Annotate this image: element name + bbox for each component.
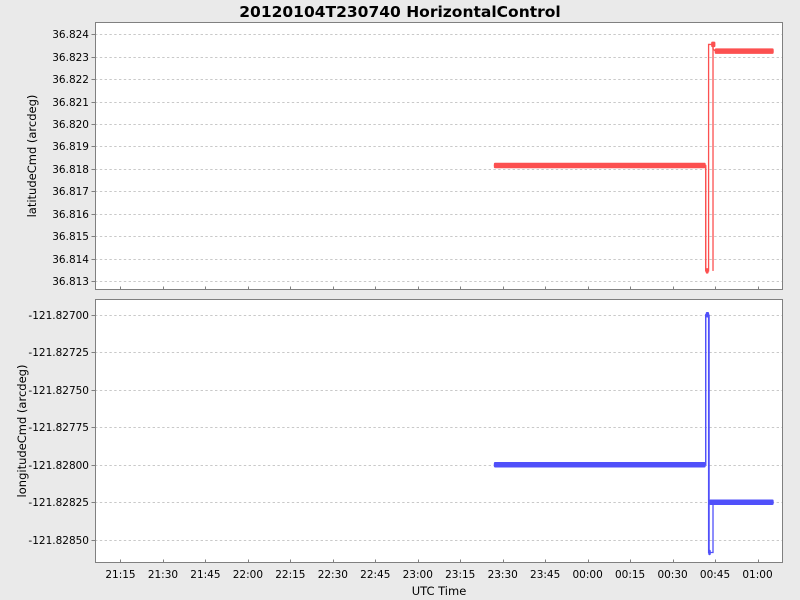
chart-title: 20120104T230740 HorizontalControl [239,3,561,21]
x-tick-label: 23:15 [445,569,475,581]
y-tick-label: 36.821 [52,97,89,109]
y-tick-label: -121.82800 [28,460,89,472]
y-tick-label: -121.82700 [28,310,89,322]
y-tick-label: -121.82750 [28,385,89,397]
series-segment [708,549,711,556]
x-tick-label: 00:30 [657,569,687,581]
x-tick-label: 21:45 [190,569,220,581]
x-axis-label: UTC Time [412,584,467,598]
plot-border [95,299,783,563]
y-tick-label: -121.82825 [28,497,89,509]
series-segment [493,162,706,169]
x-tick-label: 21:30 [148,569,178,581]
x-tick-label: 00:15 [615,569,645,581]
y-axis-label: longitudeCmd (arcdeg) [15,365,29,498]
y-tick-label: 36.814 [52,254,89,266]
y-tick-label: 36.819 [52,141,89,153]
series-segment [712,44,714,271]
x-tick-label: 22:15 [275,569,305,581]
series-segment [705,314,707,465]
x-tick-label: 00:00 [573,569,603,581]
panel-longitude: -121.82700 -121.82725 -121.82750 -121.82775… [15,299,783,563]
y-tick-label: 36.818 [52,164,89,176]
y-tick-label: -121.82725 [28,347,89,359]
y-tick-label: 36.815 [52,231,89,243]
plot-area-background [95,22,783,290]
series-segment [714,48,774,54]
x-tick-label: 23:45 [530,569,560,581]
x-tick-label: 23:30 [488,569,518,581]
y-tick-label: 36.823 [52,52,89,64]
series-segment [708,314,710,553]
y-tick-label: 36.816 [52,209,89,221]
x-tick-label: 22:45 [360,569,390,581]
series-segment [705,268,709,274]
series-segment [711,41,716,48]
x-tick-label: 00:45 [700,569,730,581]
series-segment [709,499,774,505]
plot-area-background [95,299,783,563]
x-tick-label: 21:15 [105,569,135,581]
x-tick-label: 22:30 [318,569,348,581]
y-axis-label: latitudeCmd (arcdeg) [25,95,39,218]
y-tick-label: -121.82850 [28,535,89,547]
x-tick-label: 01:00 [742,569,772,581]
y-tick-label: 36.813 [52,276,89,288]
panel-latitude: 36.813 36.814 36.815 36.816 36.817 36.818 36.8… [25,22,783,290]
series-segment [705,165,707,271]
y-tick-label: 36.817 [52,186,89,198]
y-tick-label: 36.824 [52,29,89,41]
plot-border [95,22,783,290]
x-tick-label: 23:00 [403,569,433,581]
x-axis: 21:15 21:30 21:45 22:00 22:15 22:30 22:45 23:00… [105,569,772,598]
series-segment [705,312,710,318]
y-tick-label: -121.82775 [28,422,89,434]
y-tick-label: 36.822 [52,74,89,86]
y-tick-label: 36.820 [52,119,89,131]
series-segment [493,462,706,468]
x-tick-label: 22:00 [233,569,263,581]
